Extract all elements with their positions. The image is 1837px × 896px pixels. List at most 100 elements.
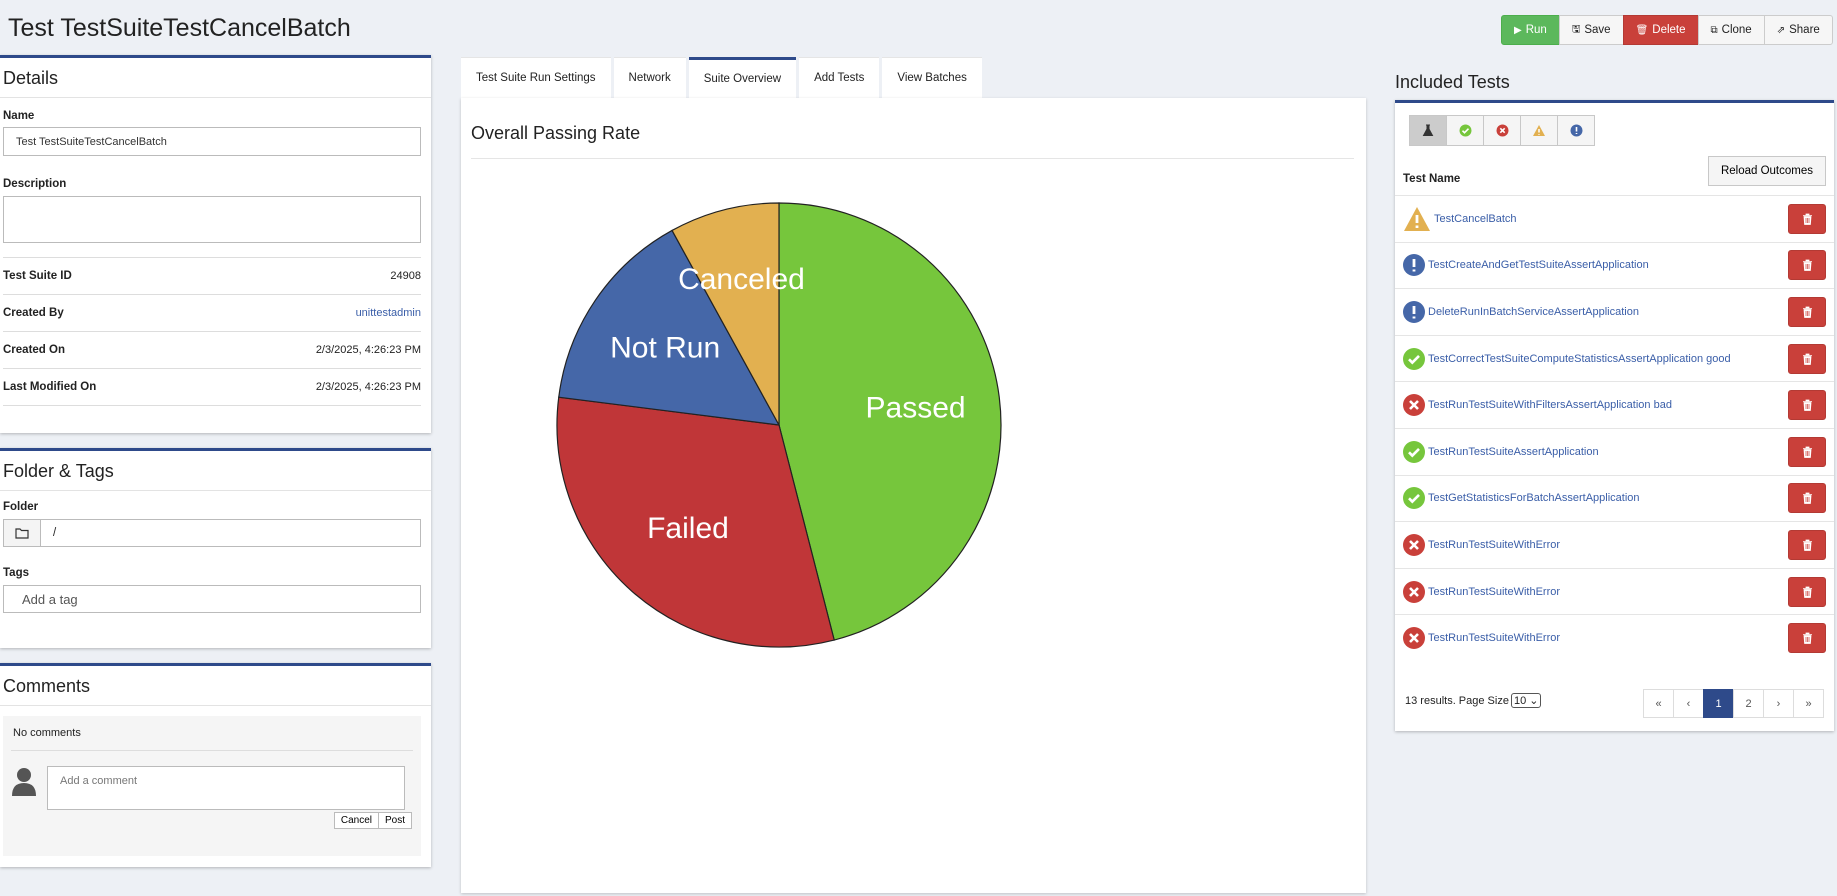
page-button[interactable]: 1 bbox=[1703, 689, 1734, 718]
field-label: Last Modified On bbox=[3, 381, 97, 393]
filter-notrun-button[interactable] bbox=[1557, 115, 1595, 146]
exclamation-circle-icon bbox=[1403, 254, 1425, 277]
page-size-value: 10 bbox=[1513, 695, 1527, 707]
test-suite-id-row: Test Suite ID 24908 bbox=[3, 258, 421, 295]
test-name-link[interactable]: TestRunTestSuiteWithError bbox=[1428, 538, 1561, 551]
test-name-link[interactable]: TestRunTestSuiteWithFiltersAssertApplica… bbox=[1428, 399, 1672, 412]
remove-test-button[interactable] bbox=[1788, 576, 1826, 607]
page-button[interactable]: › bbox=[1763, 689, 1794, 718]
last-modified-row: Last Modified On 2/3/2025, 4:26:23 PM bbox=[3, 369, 421, 406]
filter-failed-button[interactable] bbox=[1483, 115, 1521, 146]
remove-test-button[interactable] bbox=[1788, 390, 1826, 421]
results-info: 13 results. Page Size 10 ⌄ bbox=[1405, 693, 1542, 708]
test-row: TestCancelBatch bbox=[1395, 195, 1834, 242]
x-circle-icon bbox=[1403, 580, 1425, 603]
test-row: TestCorrectTestSuiteComputeStatisticsAss… bbox=[1395, 334, 1834, 382]
tab-suite-overview[interactable]: Suite Overview bbox=[688, 57, 797, 98]
page-button[interactable]: « bbox=[1643, 689, 1674, 718]
page-button[interactable]: ‹ bbox=[1673, 689, 1704, 718]
tag-input[interactable]: Add a tag bbox=[3, 585, 421, 613]
pagination: «‹ 1 2 ›» bbox=[1643, 689, 1824, 718]
test-name-link[interactable]: TestCreateAndGetTestSuiteAssertApplicati… bbox=[1428, 259, 1649, 272]
trash-icon bbox=[1802, 446, 1812, 458]
remove-test-button[interactable] bbox=[1788, 203, 1826, 234]
comment-textarea[interactable]: Add a comment bbox=[47, 766, 405, 810]
remove-test-button[interactable] bbox=[1788, 483, 1826, 514]
test-row: TestRunTestSuiteWithError bbox=[1395, 567, 1834, 615]
x-circle-icon bbox=[1403, 627, 1425, 650]
tab-network[interactable]: Network bbox=[613, 57, 686, 98]
reload-outcomes-button[interactable]: Reload Outcomes bbox=[1707, 156, 1826, 186]
details-title: Details bbox=[0, 58, 431, 98]
test-row: TestRunTestSuiteWithFiltersAssertApplica… bbox=[1395, 381, 1834, 428]
tab-run-settings[interactable]: Test Suite Run Settings bbox=[461, 57, 611, 98]
remove-test-button[interactable] bbox=[1788, 623, 1826, 654]
trash-icon bbox=[1802, 213, 1812, 225]
passing-rate-pie-chart: Passed Failed Not Run Canceled bbox=[556, 202, 1002, 648]
trash-icon bbox=[1802, 259, 1812, 272]
save-label: Save bbox=[1584, 24, 1611, 36]
pie-slice-not-run bbox=[558, 229, 781, 426]
page-size-select[interactable]: 10 ⌄ bbox=[1510, 693, 1542, 708]
folder-label: Folder bbox=[3, 501, 39, 513]
name-input[interactable]: Test TestSuiteTestCancelBatch bbox=[3, 127, 421, 156]
cancel-button[interactable]: Cancel bbox=[333, 812, 379, 829]
remove-test-button[interactable] bbox=[1788, 436, 1826, 467]
x-circle-icon bbox=[1496, 124, 1508, 137]
save-button[interactable]: 🖫 Save bbox=[1558, 15, 1624, 45]
filter-canceled-button[interactable] bbox=[1520, 115, 1558, 146]
remove-test-button[interactable] bbox=[1788, 250, 1826, 281]
post-button[interactable]: Post bbox=[377, 812, 412, 829]
field-value: 2/3/2025, 4:26:23 PM bbox=[315, 344, 421, 356]
share-button[interactable]: ⇗ Share bbox=[1763, 15, 1833, 45]
filter-all-button[interactable] bbox=[1409, 115, 1447, 146]
test-name-link[interactable]: TestRunTestSuiteWithError bbox=[1428, 585, 1561, 598]
remove-test-button[interactable] bbox=[1788, 343, 1826, 374]
test-name-link[interactable]: TestRunTestSuiteWithError bbox=[1428, 632, 1561, 645]
pie-label: Canceled bbox=[678, 263, 805, 296]
no-comments-text: No comments bbox=[11, 716, 413, 751]
folder-browse-button[interactable] bbox=[3, 519, 41, 547]
tab-view-batches[interactable]: View Batches bbox=[882, 57, 982, 98]
comments-title: Comments bbox=[0, 666, 431, 706]
folder-input[interactable]: / bbox=[41, 519, 421, 547]
warning-icon bbox=[1533, 125, 1545, 136]
exclamation-circle-icon bbox=[1403, 300, 1425, 323]
page-button[interactable]: 2 bbox=[1733, 689, 1764, 718]
folder-icon bbox=[15, 528, 29, 539]
test-name-link[interactable]: DeleteRunInBatchServiceAssertApplication bbox=[1428, 305, 1639, 318]
check-circle-icon bbox=[1459, 124, 1471, 137]
filter-passed-button[interactable] bbox=[1446, 115, 1484, 146]
test-name-link[interactable]: TestCorrectTestSuiteComputeStatisticsAss… bbox=[1428, 352, 1731, 365]
check-circle-icon bbox=[1403, 440, 1425, 463]
created-by-link[interactable]: unittestadmin bbox=[355, 307, 421, 319]
x-circle-icon bbox=[1403, 533, 1425, 556]
avatar-icon bbox=[12, 768, 36, 796]
clone-button[interactable]: ⧉ Clone bbox=[1697, 15, 1765, 45]
run-button[interactable]: ▶ Run bbox=[1501, 15, 1560, 45]
pie-slice-canceled bbox=[671, 202, 780, 426]
tab-bar: Test Suite Run Settings Network Suite Ov… bbox=[461, 57, 985, 98]
included-tests-title: Included Tests bbox=[1395, 72, 1510, 92]
share-label: Share bbox=[1789, 24, 1820, 36]
field-label: Created On bbox=[3, 344, 65, 356]
tab-add-tests[interactable]: Add Tests bbox=[799, 57, 880, 98]
pie-slice-passed bbox=[778, 202, 1002, 641]
comment-box: No comments Add a comment Cancel Post bbox=[3, 716, 421, 856]
folder-tags-panel: Folder & Tags Folder / Tags Add a tag bbox=[0, 448, 431, 648]
description-textarea[interactable] bbox=[3, 196, 421, 243]
test-name-link[interactable]: TestRunTestSuiteAssertApplication bbox=[1428, 445, 1599, 458]
remove-test-button[interactable] bbox=[1788, 529, 1826, 560]
pie-slice-failed bbox=[556, 396, 835, 648]
pie-label: Passed bbox=[866, 392, 966, 425]
test-name-link[interactable]: TestGetStatisticsForBatchAssertApplicati… bbox=[1428, 492, 1640, 505]
delete-button[interactable]: 🗑 Delete bbox=[1622, 15, 1699, 45]
comment-actions: Cancel Post bbox=[11, 812, 412, 829]
page-button[interactable]: » bbox=[1793, 689, 1824, 718]
trash-icon bbox=[1802, 632, 1812, 645]
test-row: TestRunTestSuiteAssertApplication bbox=[1395, 427, 1834, 475]
remove-test-button[interactable] bbox=[1788, 296, 1826, 327]
test-name-link[interactable]: TestCancelBatch bbox=[1434, 212, 1517, 225]
folder-tags-title: Folder & Tags bbox=[0, 451, 431, 491]
trash-icon bbox=[1802, 492, 1812, 505]
